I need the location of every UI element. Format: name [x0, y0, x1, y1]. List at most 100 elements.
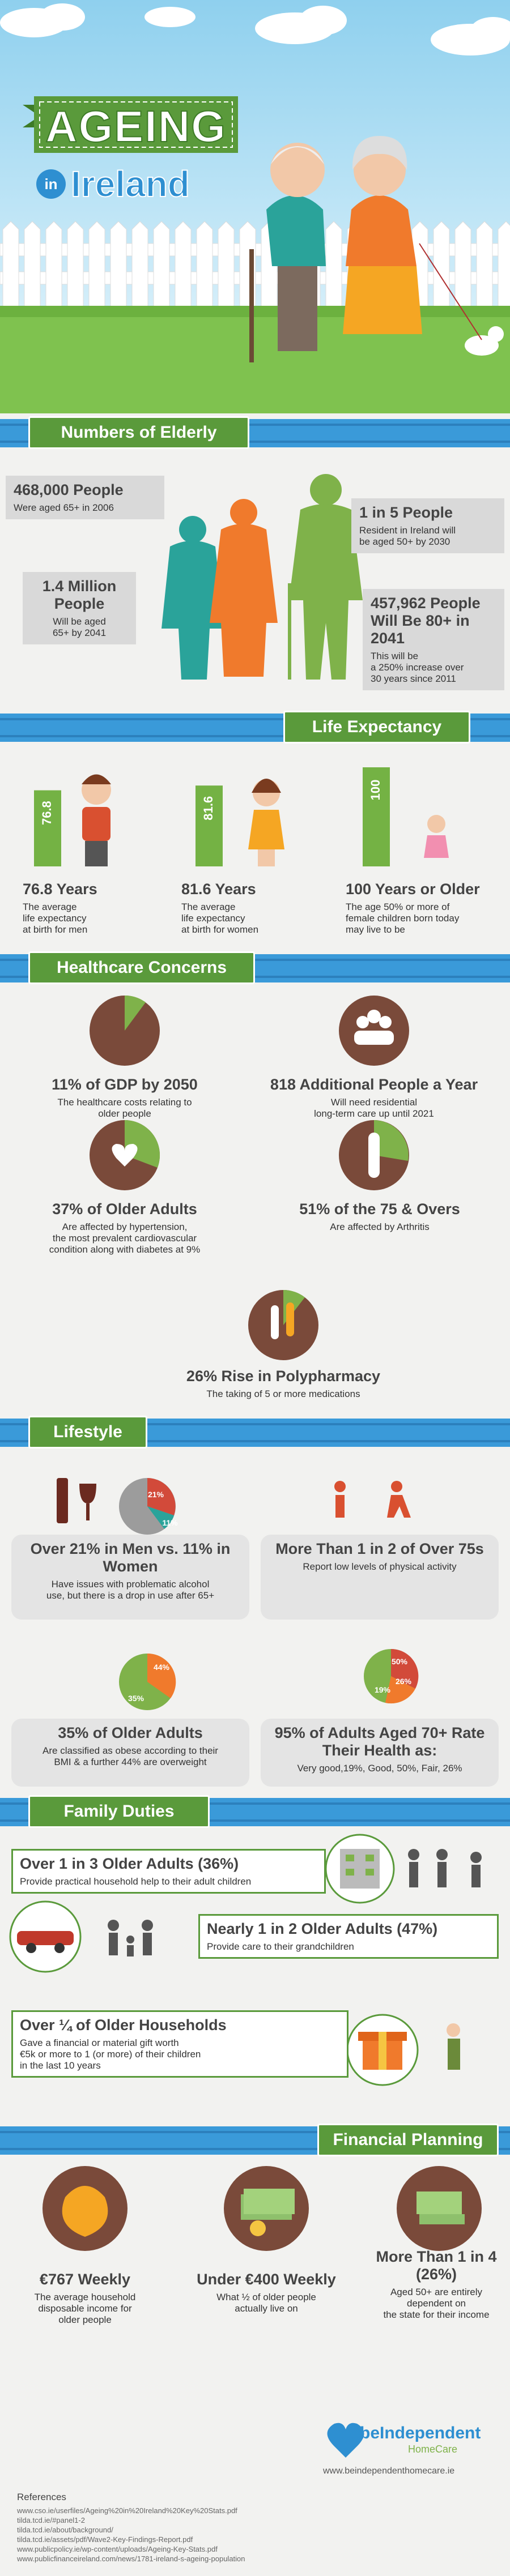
stat-heading: More Than 1 in 4 (26%): [376, 2248, 497, 2283]
stat-text: This will be a 250% increase over 30 years…: [371, 651, 496, 685]
text-line: The average: [181, 902, 236, 912]
banner-stripe: [0, 1819, 510, 1822]
lifestyle-icons: [57, 1478, 419, 1710]
pie-label: 44%: [153, 1663, 170, 1672]
fence-post: [24, 221, 41, 318]
text-line: Are classified as obese according to the…: [42, 1745, 218, 1756]
subtitle: Ireland: [70, 163, 190, 205]
logo-text: beIndependent: [360, 2424, 481, 2442]
text-line: www.publicpolicy.ie/wp-content/uploads/A…: [17, 2545, 218, 2553]
stat-text: Gave a financial or material gift worth €…: [20, 2037, 340, 2071]
healthcare-icons: [90, 995, 409, 1360]
text-line: disposable income for: [38, 2303, 132, 2314]
banner-stripe: [0, 718, 510, 720]
text-line: The average: [23, 902, 77, 912]
stat-text: Have issues with problematic alcohol use,…: [14, 1579, 246, 1601]
text-line: older people: [98, 1108, 151, 1119]
text-line: a 250% increase over: [371, 662, 464, 673]
stat-heading: 818 Additional People a Year: [270, 1076, 478, 1093]
fence-post: [2, 221, 19, 318]
fence-post: [498, 221, 510, 318]
stat-heading: 37% of Older Adults: [52, 1201, 197, 1217]
text-line: long-term care up until 2021: [314, 1108, 434, 1119]
bar-label: 100: [368, 780, 382, 801]
stat: 468,000 People Were aged 65+ in 2006: [6, 476, 164, 519]
text-line: may live to be: [346, 924, 405, 935]
stat-text: Will be aged 65+ by 2041: [31, 616, 128, 639]
fence-post: [45, 221, 62, 318]
text-line: tilda.tcd.ie/assets/pdf/Wave2-Key-Findin…: [17, 2535, 193, 2544]
stat-heading: 81.6 Years: [181, 881, 256, 898]
pie-label: 11%: [162, 1518, 178, 1527]
elderly-couple: [249, 136, 504, 362]
section-heading: Numbers of Elderly: [28, 416, 249, 449]
subtitle-prefix: in: [44, 176, 58, 193]
grass: [0, 306, 510, 413]
banner-stripe: [0, 1440, 510, 1442]
text-line: dependent on: [407, 2298, 466, 2309]
stat: 1.4 Million People Will be aged 65+ by 204…: [23, 572, 136, 644]
stat-text: Are classified as obese according to the…: [14, 1745, 246, 1768]
stat-heading: 76.8 Years: [23, 881, 97, 898]
stat: 818 Additional People a Year Will need re…: [266, 1076, 482, 1120]
text-line: The taking of 5 or more medications: [206, 1389, 360, 1399]
stat-text: Were aged 65+ in 2006: [14, 502, 156, 514]
stat-text: Are affected by hypertension, the most pr…: [6, 1221, 244, 1255]
text-line: The healthcare costs relating to: [57, 1097, 192, 1108]
references: www.cso.ie/userfiles/Ageing%20in%20Irela…: [17, 2506, 245, 2564]
bar-label: 81.6: [201, 796, 215, 821]
text-line: www.cso.ie/userfiles/Ageing%20in%20Irela…: [17, 2506, 237, 2515]
text-line: www.publicfinanceireland.com/news/1781-i…: [17, 2554, 245, 2563]
text-line: older people: [58, 2314, 112, 2325]
stat-heading: Over 21% in Men vs. 11% in Women: [30, 1540, 231, 1575]
fence-post: [88, 221, 105, 318]
life-expectancy-bars: 76.8 81.6 100: [34, 767, 390, 866]
title: AGEING: [45, 101, 227, 152]
stat-heading: Nearly 1 in 2 Older Adults (47%): [207, 1920, 438, 1937]
pie-label: 35%: [128, 1694, 144, 1703]
stat: More Than 1 in 2 of Over 75s Report low l…: [264, 1540, 496, 1573]
text-line: Are affected by hypertension,: [62, 1221, 188, 1232]
text-line: tilda.tcd.ie/#panel1-2: [17, 2516, 85, 2524]
pie-label: 26%: [395, 1677, 412, 1686]
text-line: the state for their income: [383, 2309, 490, 2320]
stat: More Than 1 in 4 (26%) Aged 50+ are entir…: [368, 2248, 504, 2321]
clouds: [0, 3, 510, 55]
section-heading: Lifestyle: [28, 1416, 147, 1449]
text-line: This will be: [371, 651, 419, 661]
stat: 51% of the 75 & Overs Are affected by Art…: [261, 1201, 499, 1233]
text-line: Provide practical household help to thei…: [20, 1876, 252, 1887]
fence-post: [196, 221, 213, 318]
text-line: the most prevalent cardiovascular: [52, 1233, 197, 1244]
stat-text: Resident in Ireland will be aged 50+ by 2…: [359, 525, 496, 548]
stat-text: The average household disposable income f…: [11, 2292, 159, 2326]
text-line: BMI & a further 44% are overweight: [54, 1757, 207, 1767]
section-heading: Life Expectancy: [283, 711, 470, 744]
stat-text: The average life expectancy at birth for w…: [181, 902, 329, 935]
text-line: life expectancy: [23, 913, 87, 924]
text-line: use, but there is a drop in use after 65…: [46, 1590, 215, 1601]
bar: [196, 785, 223, 866]
stat-heading: 26% Rise in Polypharmacy: [186, 1368, 381, 1385]
banner-stripe: [0, 959, 510, 961]
text-line: Resident in Ireland will: [359, 525, 456, 536]
text-line: The age 50% or more of: [346, 902, 450, 912]
stat-heading: 35% of Older Adults: [58, 1724, 203, 1741]
title-ribbon: [23, 96, 238, 199]
text-line: condition along with diabetes at 9%: [49, 1244, 201, 1255]
stat-text: Provide care to their grandchildren: [207, 1941, 490, 1953]
text-line: life expectancy: [181, 913, 245, 924]
text-line: in the last 10 years: [20, 2060, 101, 2071]
bar: [363, 767, 390, 866]
pie-label: 50%: [391, 1657, 408, 1666]
stat-heading: 51% of the 75 & Overs: [299, 1201, 460, 1217]
banner-stripe: [0, 2148, 510, 2150]
text-line: What ½ of older people: [216, 2292, 316, 2302]
stat: 76.8 Years The average life expectancy at b…: [23, 881, 170, 935]
stat-heading: 11% of GDP by 2050: [52, 1076, 198, 1093]
fence-post: [67, 221, 84, 318]
banner-stripe: [0, 735, 510, 737]
stat: €767 Weekly The average household disposab…: [11, 2271, 159, 2326]
